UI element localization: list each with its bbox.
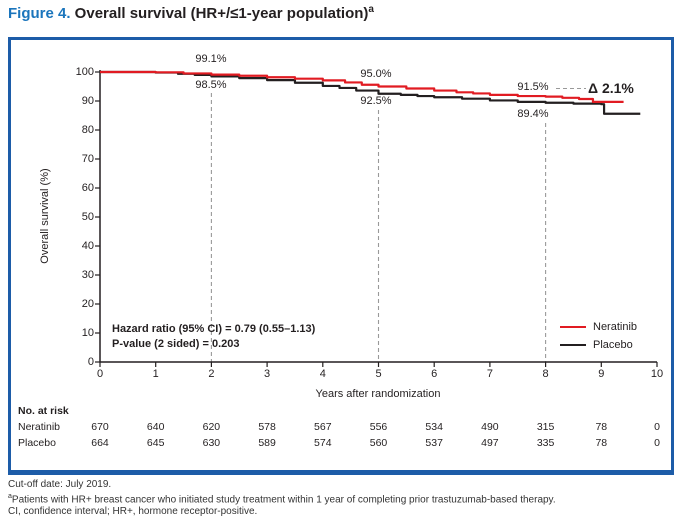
legend: Neratinib Placebo	[560, 318, 637, 354]
annotation-year5-neratinib: 95.0%	[360, 68, 392, 80]
figure-title: Figure 4. Overall survival (HR+/≤1-year …	[8, 4, 374, 22]
annotation-delta: Δ 2.1%	[588, 80, 634, 96]
at-risk-label-neratinib: Neratinib	[18, 421, 61, 433]
footnote-superscript: a	[8, 492, 12, 500]
stats-block: Hazard ratio (95% CI) = 0.79 (0.55–1.13)…	[112, 322, 315, 352]
at-risk-value-neratinib: 620	[202, 421, 221, 433]
annotation-year5-placebo: 92.5%	[360, 95, 392, 107]
at-risk-value-placebo: 664	[91, 437, 109, 449]
y-tick-label: 30	[81, 268, 94, 281]
footnote-cutoff: Cut-off date: July 2019.	[8, 479, 112, 490]
placebo-line-swatch	[560, 344, 586, 346]
at-risk-value-neratinib: 556	[369, 421, 388, 433]
at-risk-value-placebo: 497	[481, 437, 499, 449]
x-tick-label: 6	[431, 368, 438, 380]
annotation-year2-neratinib: 99.1%	[195, 53, 227, 65]
x-tick-label: 3	[264, 368, 271, 380]
at-risk-value-placebo: 589	[258, 437, 276, 449]
legend-row-neratinib: Neratinib	[560, 318, 637, 336]
at-risk-value-neratinib: 567	[314, 421, 332, 433]
x-tick-label: 4	[319, 368, 326, 380]
y-tick-label: 0	[87, 355, 94, 368]
legend-label-placebo: Placebo	[593, 339, 633, 351]
y-tick-label: 40	[81, 239, 94, 252]
y-tick-label: 20	[81, 297, 94, 310]
legend-row-placebo: Placebo	[560, 336, 637, 354]
at-risk-label-placebo: Placebo	[18, 437, 56, 449]
at-risk-value-placebo: 574	[314, 437, 332, 449]
x-tick-label: 9	[598, 368, 605, 380]
at-risk-value-placebo: 0	[654, 437, 660, 449]
x-tick-label: 8	[542, 368, 549, 380]
x-tick-label: 5	[375, 368, 382, 380]
x-tick-label: 10	[650, 368, 664, 380]
at-risk-value-neratinib: 490	[481, 421, 499, 433]
at-risk-value-neratinib: 534	[425, 421, 443, 433]
at-risk-value-neratinib: 0	[654, 421, 660, 433]
hazard-ratio-text: Hazard ratio (95% CI) = 0.79 (0.55–1.13)	[112, 323, 316, 335]
at-risk-value-neratinib: 640	[146, 421, 165, 433]
at-risk-value-neratinib: 315	[536, 421, 555, 433]
annotation-year2-placebo: 98.5%	[195, 79, 227, 91]
y-tick-label: 70	[81, 152, 94, 165]
annotation-year8-neratinib: 91.5%	[517, 81, 549, 93]
y-tick-label: 60	[81, 181, 94, 194]
y-tick-label: 10	[81, 326, 94, 339]
figure-number: Figure 4.	[8, 5, 71, 22]
at-risk-value-placebo: 645	[146, 437, 165, 449]
at-risk-value-placebo: 560	[369, 437, 388, 449]
y-tick-label: 50	[81, 210, 94, 223]
y-tick-label: 90	[81, 94, 94, 107]
at-risk-value-placebo: 537	[425, 437, 443, 449]
footnote-abbreviations: CI, confidence interval; HR+, hormone re…	[8, 505, 258, 517]
footnote-population: aPatients with HR+ breast cancer who ini…	[8, 491, 556, 506]
footnotes: Cut-off date: July 2019. aPatients with …	[8, 479, 556, 517]
at-risk-value-placebo: 630	[202, 437, 221, 449]
at-risk-value-neratinib: 670	[91, 421, 109, 433]
annotation-year8-placebo: 89.4%	[517, 108, 549, 120]
x-tick-label: 7	[486, 368, 493, 380]
figure-title-superscript: a	[368, 4, 374, 15]
p-value-text: P-value (2 sided) = 0.203	[112, 338, 240, 350]
at-risk-value-placebo: 78	[595, 437, 608, 449]
y-tick-label: 80	[81, 123, 94, 136]
at-risk-value-neratinib: 578	[258, 421, 276, 433]
figure-border-box	[8, 37, 674, 475]
footnote-population-text: Patients with HR+ breast cancer who init…	[11, 493, 556, 505]
y-axis-label: Overall survival (%)	[39, 168, 51, 264]
x-axis-title: Years after randomization	[315, 388, 441, 400]
x-tick-label: 0	[96, 368, 104, 380]
x-tick-label: 2	[208, 368, 215, 380]
at-risk-title: No. at risk	[18, 405, 69, 417]
legend-label-neratinib: Neratinib	[593, 321, 638, 333]
x-tick-label: 1	[152, 368, 159, 380]
at-risk-value-neratinib: 78	[595, 421, 608, 433]
at-risk-value-placebo: 335	[536, 437, 555, 449]
figure-title-text: Overall survival (HR+/≤1-year population…	[70, 5, 369, 22]
neratinib-line-swatch	[560, 326, 586, 328]
y-tick-label: 100	[75, 65, 94, 78]
